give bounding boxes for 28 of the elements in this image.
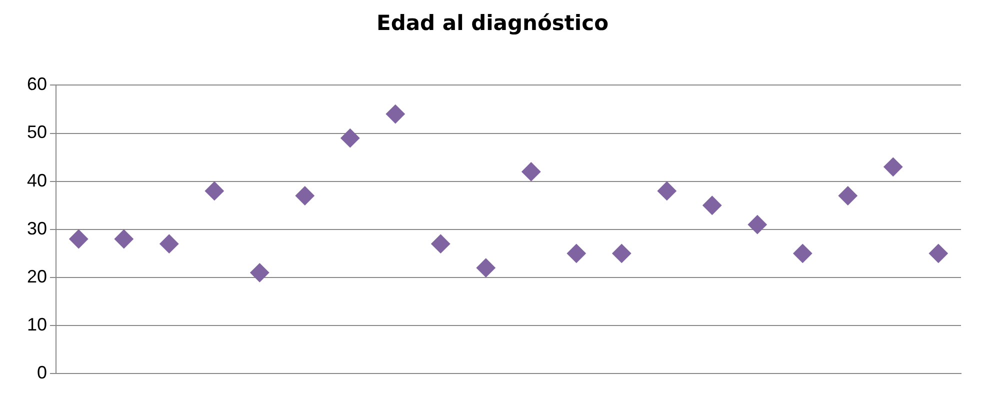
point (702, 196, 722, 215)
point (476, 258, 496, 278)
point (748, 215, 767, 234)
y-tick-label: 20 (26, 266, 48, 286)
point (340, 128, 360, 148)
point (612, 244, 632, 263)
point (250, 263, 270, 282)
y-tick-label: 0 (37, 362, 48, 383)
point (114, 230, 134, 249)
point (793, 244, 812, 263)
point (204, 181, 224, 200)
y-tick-label: 60 (26, 74, 48, 94)
chart-title: Edad al diagnóstico (376, 11, 608, 36)
point (928, 244, 948, 263)
point (69, 230, 88, 249)
point (295, 186, 314, 206)
y-tick-label: 40 (26, 170, 48, 190)
point (566, 244, 586, 263)
point (884, 157, 903, 176)
point (160, 234, 179, 254)
point (522, 162, 541, 182)
point (657, 181, 676, 200)
y-tick-label: 50 (26, 122, 48, 142)
y-tick-label: 30 (26, 218, 48, 238)
point (386, 104, 405, 124)
y-tick-label: 10 (26, 314, 48, 334)
point (431, 234, 450, 254)
point (838, 186, 858, 206)
